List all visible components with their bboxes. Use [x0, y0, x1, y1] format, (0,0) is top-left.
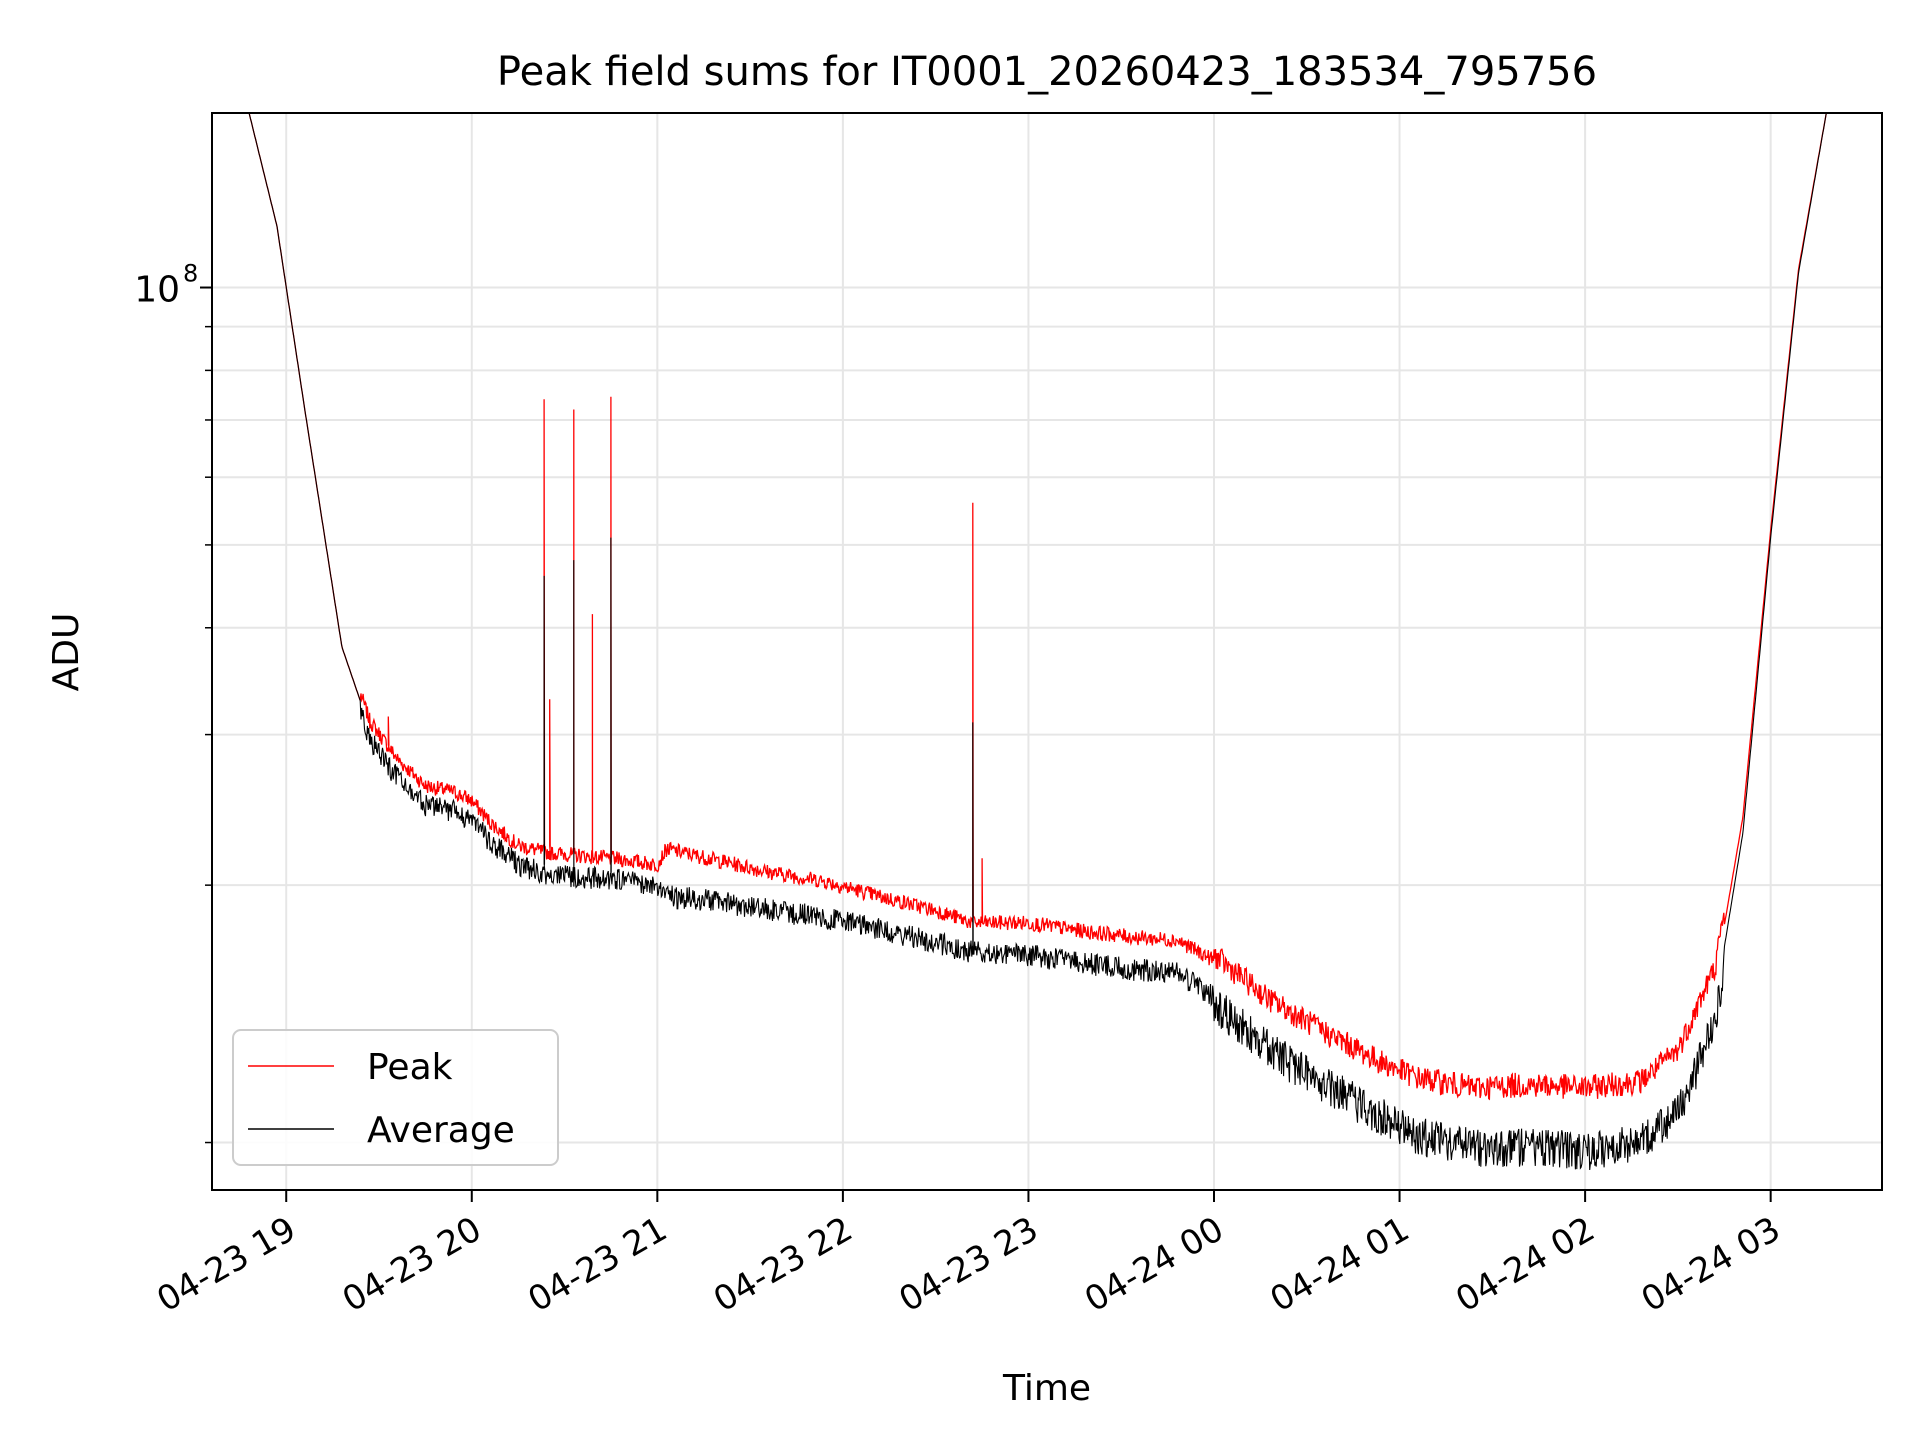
- y-axis-label: ADU: [46, 613, 87, 692]
- series-layer: [248, 113, 1827, 1171]
- legend: Peak Average: [232, 1029, 559, 1166]
- series-line-average: [248, 113, 1827, 1171]
- y-tick-label-base: 10: [134, 270, 180, 311]
- legend-label-average: Average: [367, 1110, 515, 1151]
- plot-frame: [211, 112, 1883, 1191]
- x-axis-label: Time: [1002, 1368, 1091, 1409]
- legend-box: [232, 1029, 559, 1166]
- legend-label-peak: Peak: [367, 1047, 453, 1088]
- y-tick-label-exponent: 8: [183, 260, 198, 288]
- chart-title: Peak field sums for IT0001_20260423_1835…: [497, 49, 1597, 95]
- series-line-peak: [248, 113, 1827, 1101]
- grid-layer: [212, 113, 1882, 1190]
